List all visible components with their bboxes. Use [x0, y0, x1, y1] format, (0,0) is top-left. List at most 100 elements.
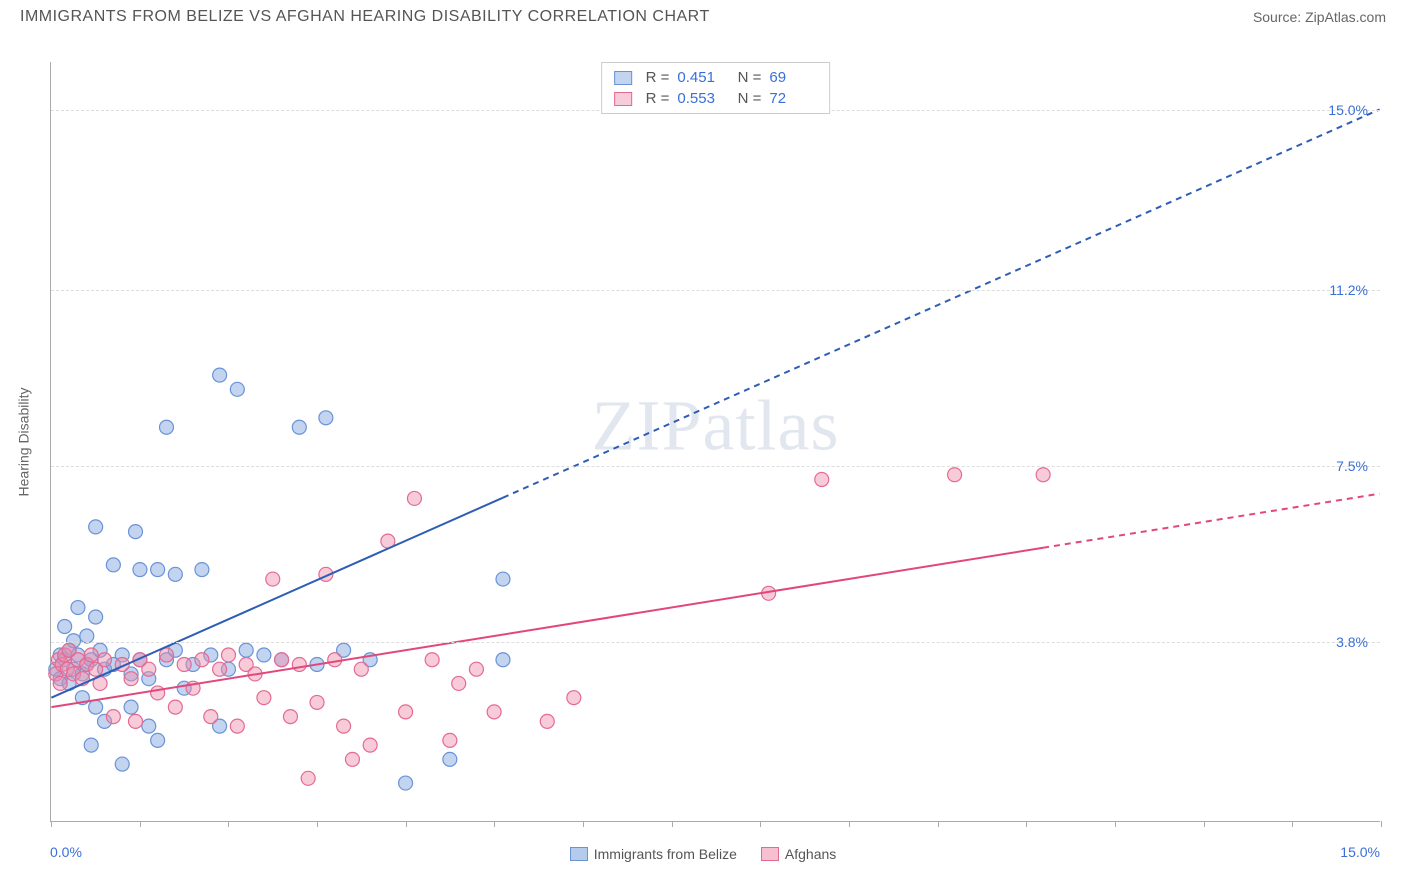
x-tick [1381, 821, 1382, 827]
data-point [815, 472, 829, 486]
data-point [283, 710, 297, 724]
data-point [115, 757, 129, 771]
data-point [106, 558, 120, 572]
data-point [310, 695, 324, 709]
chart-title: IMMIGRANTS FROM BELIZE VS AFGHAN HEARING… [20, 8, 710, 26]
data-point [292, 657, 306, 671]
scatter-svg [51, 62, 1380, 821]
legend-swatch [614, 71, 632, 85]
gridline [51, 290, 1380, 291]
data-point [89, 520, 103, 534]
data-point [487, 705, 501, 719]
data-point [133, 563, 147, 577]
x-tick [317, 821, 318, 827]
data-point [124, 672, 138, 686]
y-tick-label: 11.2% [1329, 282, 1368, 298]
x-tick [406, 821, 407, 827]
x-tick [51, 821, 52, 827]
trend-line-extrapolated [503, 109, 1380, 497]
data-point [89, 700, 103, 714]
source-label: Source: ZipAtlas.com [1253, 9, 1386, 25]
data-point [213, 662, 227, 676]
data-point [266, 572, 280, 586]
trend-line [51, 498, 503, 698]
data-point [425, 653, 439, 667]
data-point [292, 420, 306, 434]
data-point [84, 738, 98, 752]
series-legend-item: Immigrants from Belize [570, 846, 737, 862]
x-tick [938, 821, 939, 827]
y-tick-label: 15.0% [1328, 102, 1368, 118]
data-point [230, 719, 244, 733]
data-point [443, 752, 457, 766]
data-point [98, 653, 112, 667]
chart-plot-area: R = 0.451 N = 69 R = 0.553 N = 72 ZIPatl… [50, 62, 1380, 822]
series-legend-item: Afghans [761, 846, 836, 862]
x-tick [849, 821, 850, 827]
x-tick [760, 821, 761, 827]
correlation-legend: R = 0.451 N = 69 R = 0.553 N = 72 [601, 62, 831, 114]
data-point [159, 648, 173, 662]
data-point [230, 382, 244, 396]
legend-row: R = 0.553 N = 72 [614, 88, 818, 109]
data-point [221, 648, 235, 662]
data-point [58, 620, 72, 634]
data-point [142, 719, 156, 733]
legend-row: R = 0.451 N = 69 [614, 67, 818, 88]
data-point [469, 662, 483, 676]
data-point [106, 710, 120, 724]
data-point [213, 368, 227, 382]
x-tick [583, 821, 584, 827]
x-tick [672, 821, 673, 827]
gridline [51, 466, 1380, 467]
data-point [195, 563, 209, 577]
data-point [443, 733, 457, 747]
data-point [407, 491, 421, 505]
data-point [540, 714, 554, 728]
data-point [168, 700, 182, 714]
data-point [496, 572, 510, 586]
y-tick-label: 7.5% [1336, 458, 1368, 474]
data-point [399, 705, 413, 719]
y-tick-label: 3.8% [1336, 634, 1368, 650]
data-point [129, 525, 143, 539]
gridline [51, 642, 1380, 643]
data-point [257, 691, 271, 705]
x-tick [228, 821, 229, 827]
x-tick [1115, 821, 1116, 827]
data-point [345, 752, 359, 766]
series-legend: Immigrants from Belize Afghans [0, 846, 1406, 862]
legend-swatch [570, 847, 588, 861]
data-point [129, 714, 143, 728]
x-tick [1026, 821, 1027, 827]
data-point [84, 648, 98, 662]
data-point [319, 411, 333, 425]
data-point [71, 601, 85, 615]
data-point [257, 648, 271, 662]
data-point [496, 653, 510, 667]
legend-swatch [761, 847, 779, 861]
data-point [89, 610, 103, 624]
data-point [363, 738, 377, 752]
data-point [399, 776, 413, 790]
data-point [301, 771, 315, 785]
x-tick [1204, 821, 1205, 827]
legend-swatch [614, 92, 632, 106]
data-point [168, 567, 182, 581]
data-point [452, 676, 466, 690]
data-point [159, 420, 173, 434]
data-point [328, 653, 342, 667]
data-point [948, 468, 962, 482]
data-point [567, 691, 581, 705]
x-tick [1292, 821, 1293, 827]
data-point [142, 662, 156, 676]
data-point [53, 676, 67, 690]
data-point [177, 657, 191, 671]
x-tick [494, 821, 495, 827]
x-tick [140, 821, 141, 827]
legend-n-value: 69 [769, 69, 817, 86]
data-point [151, 686, 165, 700]
y-axis-label: Hearing Disability [15, 388, 31, 497]
data-point [124, 700, 138, 714]
trend-line-extrapolated [1043, 494, 1379, 548]
